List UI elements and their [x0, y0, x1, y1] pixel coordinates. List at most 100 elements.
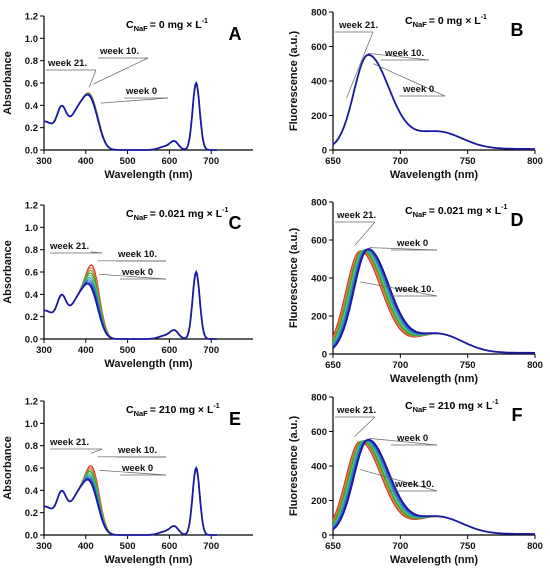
- series-group: [43, 264, 218, 340]
- annotation-pointer: [93, 57, 149, 85]
- y-tick-label: 400: [311, 77, 327, 88]
- y-tick-label: 0.6: [25, 79, 38, 90]
- concentration-symbol: C: [126, 404, 134, 416]
- y-tick-label: 1.2: [25, 12, 38, 23]
- x-tick-label: 700: [392, 541, 408, 552]
- panel-c: 300 400 500 600 700 0.0 0.2 0.4 0.6 0.8 1.0 1.2 Wave…: [2, 201, 253, 370]
- concentration-symbol: C: [405, 15, 413, 27]
- y-axis-label: Absorbance: [2, 240, 14, 304]
- series-line: [332, 54, 535, 150]
- y-tick-label: 0.8: [25, 56, 38, 67]
- x-tick-label: 800: [527, 156, 543, 167]
- series-line: [332, 250, 535, 354]
- y-tick-label: 200: [311, 496, 327, 507]
- y-tick-label: 800: [311, 8, 327, 19]
- series-line: [332, 54, 535, 150]
- y-tick-label: 0.0: [25, 531, 38, 542]
- x-tick-label: 750: [460, 541, 476, 552]
- concentration-subscript: NaF: [134, 24, 149, 33]
- unit-exponent: -1: [492, 399, 498, 406]
- y-tick-label: 0.2: [25, 123, 38, 134]
- panel-letter: B: [511, 20, 524, 40]
- y-tick-label: 1.2: [25, 397, 38, 408]
- x-tick-label: 700: [392, 360, 408, 371]
- y-tick-label: 1.0: [25, 419, 38, 430]
- x-tick-label: 650: [325, 541, 341, 552]
- annotation-pointer: [90, 448, 103, 454]
- series-line: [332, 249, 535, 354]
- y-tick-label: 200: [311, 312, 327, 323]
- y-tick-label: 0: [322, 531, 327, 542]
- annotation-pointer: [369, 438, 438, 446]
- y-axis-label: Fluorescence (a.u.): [288, 416, 300, 517]
- y-tick-label: 0.8: [25, 245, 38, 256]
- y-tick-label: 0.2: [25, 508, 38, 519]
- series-line: [332, 54, 535, 150]
- series-line: [43, 267, 218, 340]
- panel-b: 650 700 750 800 0 200 400 600 800 Wavelength (nm)…: [288, 8, 543, 182]
- y-tick-label: 0.0: [25, 146, 38, 157]
- x-tick-label: 400: [78, 541, 94, 552]
- annotation-label: week 21.: [47, 58, 87, 69]
- y-tick-label: 400: [311, 462, 327, 473]
- unit-exponent: -1: [213, 403, 219, 410]
- series-line: [332, 54, 535, 150]
- x-tick-label: 400: [78, 345, 94, 356]
- y-tick-label: 0.4: [25, 486, 39, 497]
- concentration-value: = 210 mg × L: [150, 404, 214, 416]
- annotation-label: week 10.: [384, 48, 424, 59]
- x-tick-label: 300: [36, 345, 52, 356]
- x-tick-label: 500: [120, 345, 136, 356]
- series-line: [332, 248, 535, 354]
- series-line: [332, 249, 535, 354]
- annotation-pointer: [369, 247, 438, 251]
- x-axis-label: Wavelength (nm): [390, 554, 479, 566]
- y-tick-label: 0.2: [25, 312, 38, 323]
- series-line: [332, 249, 535, 354]
- series-line: [43, 465, 218, 536]
- x-tick-label: 700: [203, 156, 219, 167]
- y-tick-label: 600: [311, 42, 327, 53]
- series-line: [332, 250, 535, 354]
- annotation-label: week 0: [396, 433, 428, 444]
- concentration-symbol: C: [405, 400, 413, 412]
- concentration-value: = 0.021 mg × L: [429, 205, 502, 217]
- unit-exponent: -1: [202, 18, 208, 25]
- annotation-pointer: [359, 469, 438, 492]
- series-line: [43, 269, 218, 340]
- x-tick-label: 750: [460, 360, 476, 371]
- annotation-pointer: [354, 221, 376, 246]
- annotation-pointer: [367, 53, 430, 61]
- annotation-label: week 10.: [99, 46, 139, 57]
- series-line: [332, 54, 535, 150]
- annotation-label: week 21.: [336, 210, 376, 221]
- panel-letter: A: [229, 24, 242, 44]
- series-line: [332, 249, 535, 354]
- annotation-pointer: [100, 97, 169, 104]
- annotation-label: week 0: [121, 463, 153, 474]
- series-group: [43, 80, 218, 151]
- y-tick-label: 200: [311, 111, 327, 122]
- y-axis-label: Absorbance: [2, 51, 14, 115]
- concentration-label: CNaF = 0 mg × L-1: [126, 18, 208, 33]
- series-line: [43, 465, 218, 536]
- annotation-label: week 0: [125, 86, 157, 97]
- annotation-label: week 21.: [49, 437, 89, 448]
- annotation-label: week 0: [121, 267, 153, 278]
- y-axis-label: Fluorescence (a.u.): [288, 228, 300, 329]
- x-tick-label: 600: [161, 345, 177, 356]
- concentration-label: CNaF = 0.021 mg × L-1: [405, 204, 507, 219]
- y-tick-label: 0.6: [25, 268, 38, 279]
- y-tick-label: 800: [311, 393, 327, 404]
- x-axis-label: Wavelength (nm): [104, 358, 193, 370]
- concentration-subscript: NaF: [413, 405, 428, 414]
- concentration-subscript: NaF: [134, 213, 149, 222]
- annotation-label: week 21.: [338, 20, 378, 31]
- x-axis-label: Wavelength (nm): [390, 169, 479, 181]
- panel-a: 300 400 500 600 700 0.0 0.2 0.4 0.6 0.8 1.0 1.2 Wave…: [2, 12, 253, 181]
- concentration-label: CNaF = 0.021 mg × L-1: [126, 207, 228, 222]
- series-line: [332, 54, 535, 150]
- annotation-pointer: [373, 63, 446, 97]
- annotation-pointer: [99, 469, 167, 476]
- y-tick-label: 0.4: [25, 101, 39, 112]
